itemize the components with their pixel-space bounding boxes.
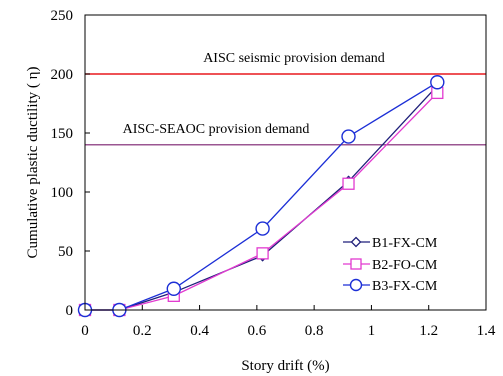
y-tick-label: 250: [51, 8, 74, 24]
x-tick-label: 0.6: [247, 323, 266, 339]
legend-label: B1-FX-CM: [372, 236, 438, 251]
reference-line-labels: AISC seismic provision demand AISC-SEAOC …: [123, 51, 385, 137]
x-tick-label: 1.4: [477, 323, 496, 339]
data-point-circle: [255, 221, 270, 236]
y-tick-label: 100: [51, 185, 74, 201]
legend: B1-FX-CM B2-FO-CM B3-FX-CM: [343, 236, 438, 294]
data-point-diamond: [350, 236, 362, 248]
legend-item: B2-FO-CM: [343, 258, 438, 273]
y-axis-title: Cumulative plastic ductility ( η): [25, 67, 41, 259]
series-line: [85, 85, 438, 311]
y-tick-label: 0: [66, 303, 74, 319]
data-point-square: [256, 247, 269, 260]
data-point-circle: [166, 281, 181, 296]
data-point-square: [342, 177, 355, 190]
x-tick-label: 1.2: [419, 323, 438, 339]
data-point-circle: [349, 278, 363, 292]
data-point-circle: [341, 129, 356, 144]
y-axis-ticks: 0 50 100 150 200 250: [51, 8, 90, 319]
x-axis-ticks: 0 0.2 0.4 0.6 0.8 1 1.2 1.4: [81, 305, 496, 339]
x-tick-label: 0.4: [190, 323, 209, 339]
series-line: [85, 81, 438, 311]
y-tick-label: 150: [51, 126, 74, 142]
plot-area-frame: [84, 14, 487, 311]
legend-item: B3-FX-CM: [343, 278, 438, 294]
y-tick-label: 200: [51, 67, 74, 83]
legend-label: B2-FO-CM: [372, 258, 438, 273]
y-tick-label: 50: [58, 244, 73, 260]
x-tick-label: 0.8: [305, 323, 324, 339]
x-tick-label: 1: [368, 323, 376, 339]
legend-label: B3-FX-CM: [372, 279, 438, 294]
data-point-square: [350, 258, 362, 270]
data-point-circle: [430, 75, 445, 90]
reference-line-label: AISC seismic provision demand: [203, 51, 385, 66]
x-tick-label: 0.2: [133, 323, 152, 339]
x-tick-label: 0: [81, 323, 89, 339]
x-axis-title: Story drift (%): [241, 358, 329, 374]
reference-line-label: AISC-SEAOC provision demand: [123, 122, 310, 137]
legend-item: B1-FX-CM: [343, 236, 438, 251]
reference-lines: [85, 73, 486, 146]
